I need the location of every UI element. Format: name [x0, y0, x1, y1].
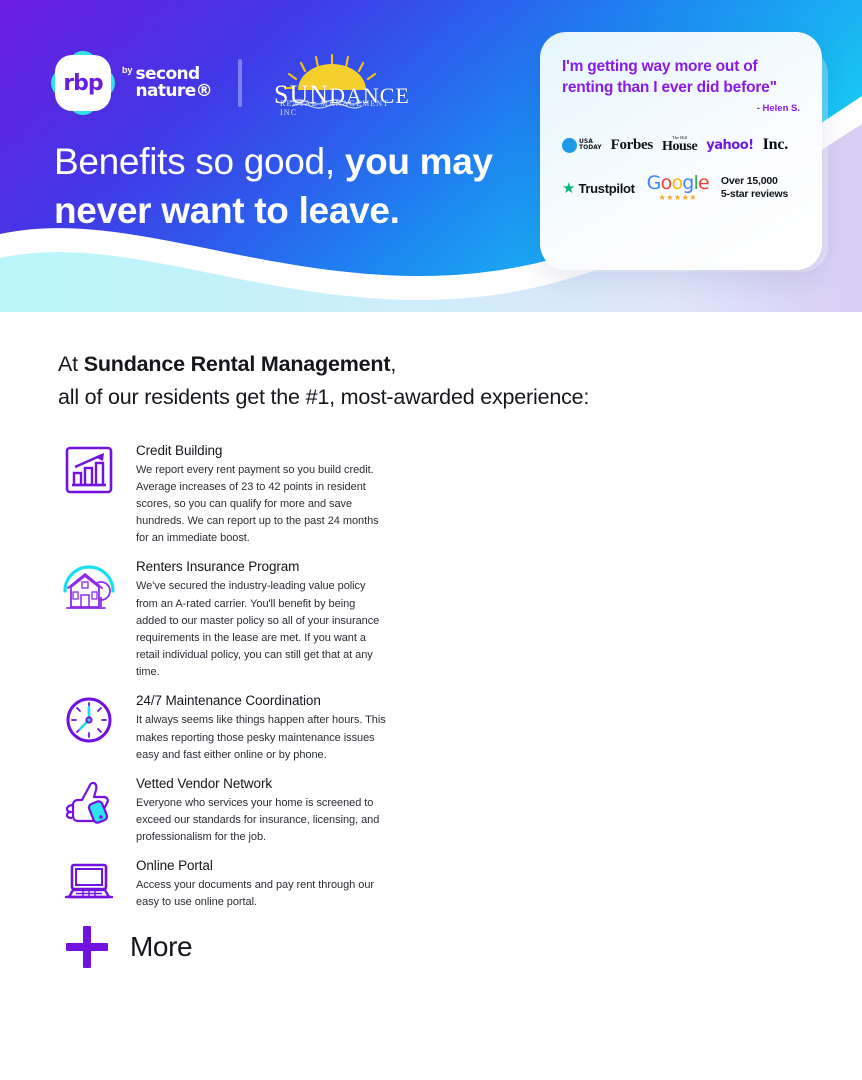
the-house-small-text: The Hill [672, 134, 688, 140]
google-logo: Google ★★★★★ [646, 172, 710, 203]
hero-banner: rbp by second nature® [0, 0, 862, 312]
trustpilot-label: Trustpilot [578, 180, 635, 196]
benefit-description: We've secured the industry-leading value… [136, 580, 380, 679]
heading-line2: all of our residents get the #1, most-aw… [58, 385, 590, 410]
trustpilot-star-icon: ★ [562, 179, 576, 197]
headline-line1-bold: you may [344, 141, 493, 182]
usa-today-line1: USA [579, 138, 593, 145]
usa-today-logo: USA TODAY [562, 137, 602, 153]
clock-icon [58, 693, 120, 745]
main-content: At Sundance Rental Management, all of ou… [0, 312, 862, 968]
yahoo-logo: yahoo! [706, 137, 754, 153]
sundance-tagline: RENTAL MANAGEMENT INC [280, 99, 389, 117]
headline-line2: never want to leave. [54, 189, 400, 231]
reviews-count-line1: Over 15,000 [720, 175, 778, 188]
reviews-count-line2: 5-star reviews [720, 188, 789, 201]
sundance-wordmark: SUNDANCE [274, 80, 410, 110]
benefit-item-online-portal: Online Portal Access your documents and … [0, 858, 862, 911]
press-logos-row: USA TODAY Forbes The Hill House yahoo! I… [562, 134, 800, 155]
review-logos-row: ★ Trustpilot Google ★★★★★ Over 15,000 5-… [562, 174, 800, 202]
sundance-dance-text: DANCE [329, 83, 410, 108]
testimonial-card: I'm getting way more out of renting than… [540, 32, 822, 270]
second-nature-line1: second [135, 64, 201, 84]
reviews-count: Over 15,000 5-star reviews [721, 175, 788, 201]
sundance-sun-text: SUN [274, 80, 330, 109]
heading-suffix: , [390, 352, 397, 376]
benefit-item-credit-building: Credit Building We report every rent pay… [0, 443, 862, 548]
the-house-logo: The Hill House [661, 134, 698, 155]
rbp-logo: rbp [44, 44, 122, 122]
second-nature-line2: nature® [135, 81, 213, 101]
more-benefits-row[interactable]: More [0, 925, 862, 968]
house-shield-icon [58, 559, 120, 613]
second-nature-logo: by second nature® [122, 64, 213, 101]
benefit-title: Credit Building [136, 442, 223, 458]
benefit-description: It always seems like things happen after… [136, 714, 386, 761]
by-label: by [122, 65, 133, 75]
testimonial-quote: I'm getting way more out of renting than… [562, 58, 777, 97]
trustpilot-logo: ★ Trustpilot [562, 181, 635, 196]
inc-logo: Inc. [762, 136, 789, 153]
section-heading: At Sundance Rental Management, all of ou… [58, 348, 862, 415]
testimonial-attribution: - Helen S. [756, 102, 800, 114]
the-house-label: House [661, 139, 698, 155]
logo-divider [238, 59, 243, 107]
heading-company-name: Sundance Rental Management [83, 352, 391, 376]
rbp-rounded-square [55, 55, 111, 111]
laptop-icon [58, 858, 120, 904]
heading-prefix: At [58, 352, 84, 376]
hero-headline: Benefits so good, you may never want to … [54, 138, 493, 236]
google-wordmark: Google [646, 172, 710, 195]
benefit-description: Access your documents and pay rent throu… [136, 879, 375, 909]
google-stars-icon: ★★★★★ [658, 193, 697, 203]
sun-rays-icon [283, 54, 377, 109]
benefit-description: Everyone who services your home is scree… [136, 796, 380, 844]
benefit-item-renters-insurance: Renters Insurance Program We've secured … [0, 559, 862, 681]
brand-logo-row: rbp by second nature® [44, 44, 410, 122]
rbp-wordmark: rbp [63, 70, 103, 96]
headline-line1-regular: Benefits so good, [54, 141, 345, 182]
benefit-title: 24/7 Maintenance Coordination [136, 693, 321, 709]
usa-today-line2: TODAY [579, 144, 602, 151]
bar-chart-growth-icon [58, 443, 120, 495]
benefit-title: Online Portal [136, 858, 213, 874]
benefits-list: Credit Building We report every rent pay… [0, 443, 862, 912]
thumbs-up-icon [58, 776, 120, 826]
plus-icon[interactable] [66, 925, 108, 968]
usa-today-dot-icon [562, 137, 577, 153]
benefit-title: Renters Insurance Program [136, 559, 300, 575]
more-label: More [130, 930, 193, 962]
benefit-item-vendor-network: Vetted Vendor Network Everyone who servi… [0, 776, 862, 846]
forbes-logo: Forbes [610, 136, 654, 153]
benefit-title: Vetted Vendor Network [136, 775, 272, 791]
benefit-description: We report every rent payment so you buil… [136, 463, 379, 545]
benefit-item-maintenance: 24/7 Maintenance Coordination It always … [0, 693, 862, 763]
sundance-logo: SUNDANCE RENTAL MANAGEMENT INC [268, 54, 410, 117]
